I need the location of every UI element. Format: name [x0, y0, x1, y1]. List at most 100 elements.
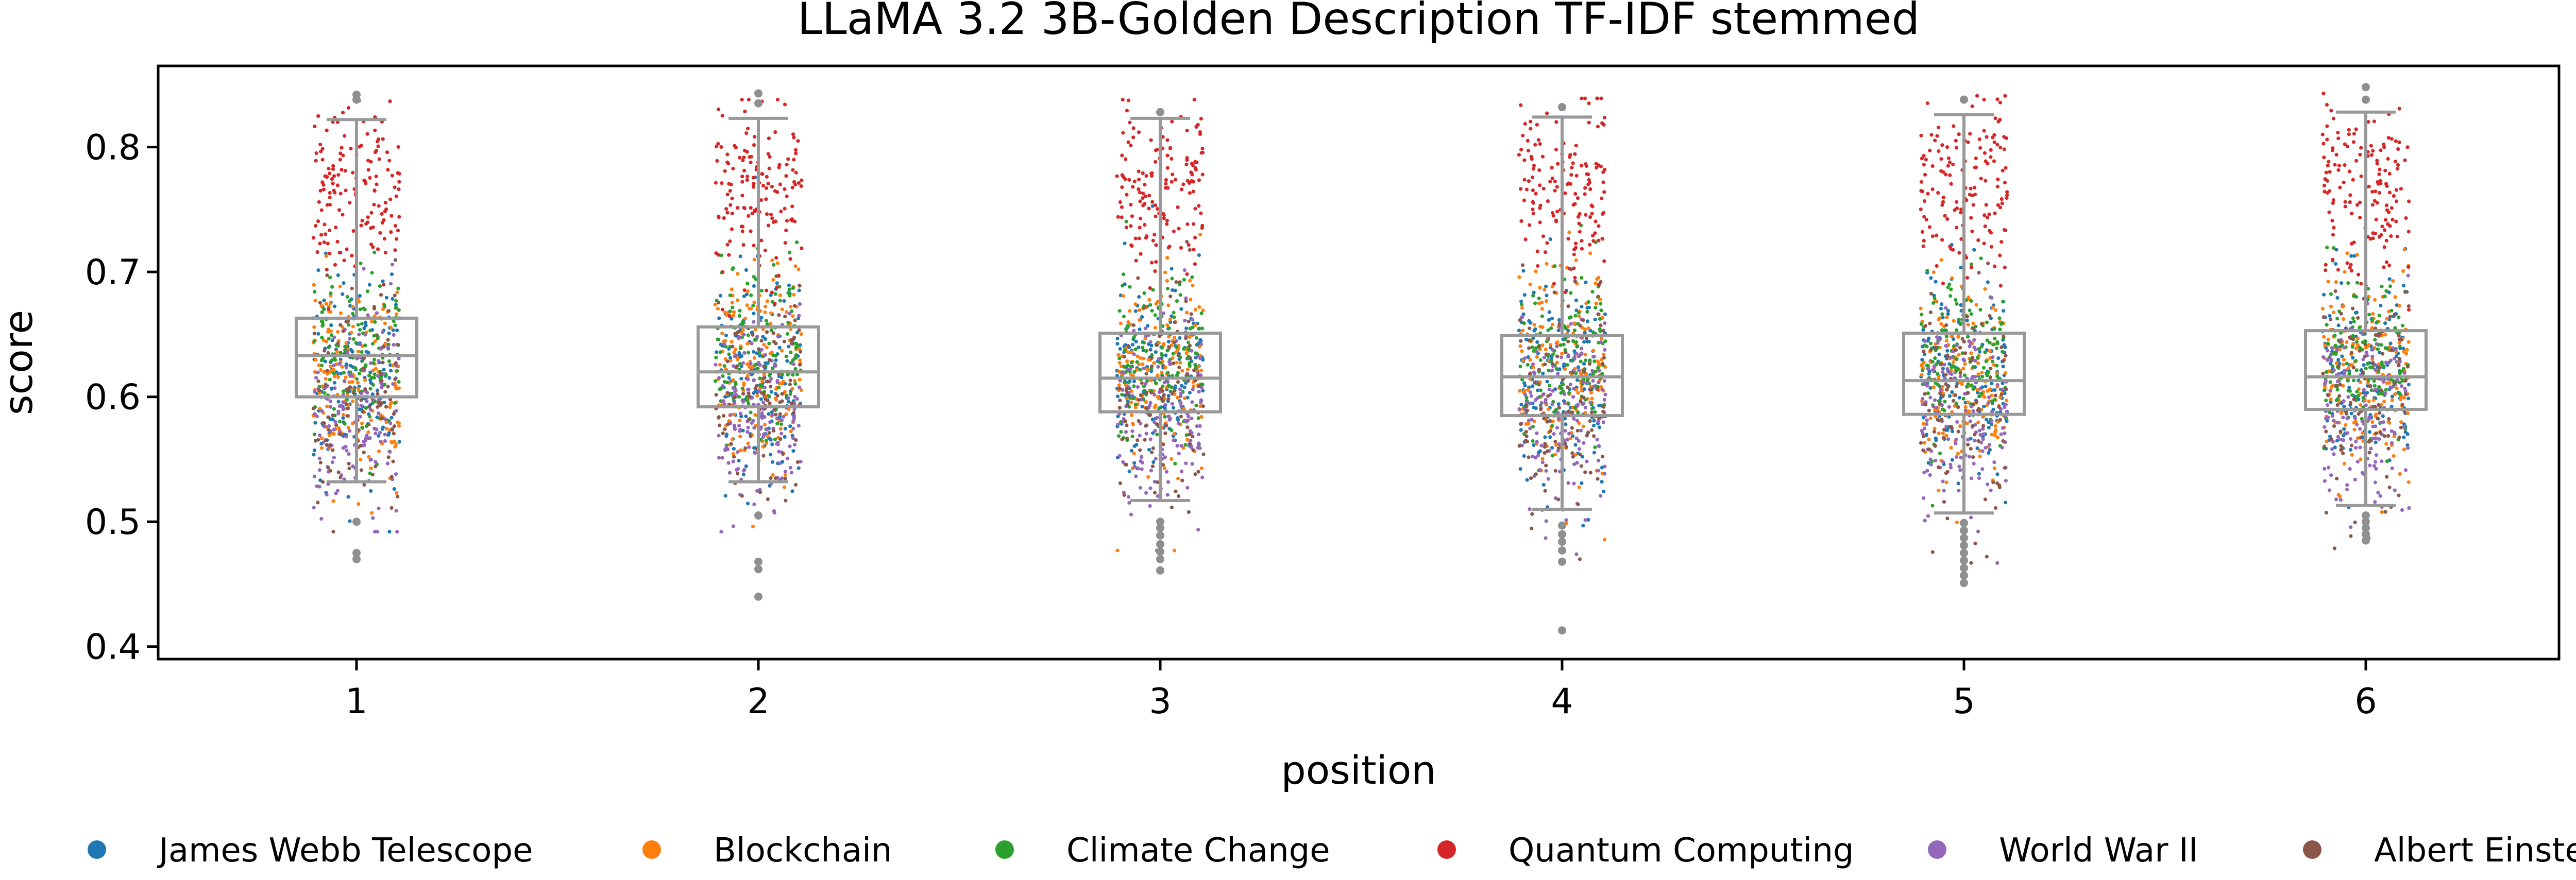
strip-point: [737, 314, 741, 318]
strip-point: [356, 323, 360, 327]
strip-point: [1571, 434, 1575, 438]
strip-point: [1181, 182, 1185, 186]
strip-point: [2359, 174, 2363, 178]
strip-point: [1540, 460, 1545, 464]
strip-point: [1191, 325, 1195, 330]
strip-point: [2326, 341, 2330, 346]
strip-point: [799, 332, 803, 336]
strip-point: [2005, 190, 2009, 194]
strip-point: [328, 251, 332, 255]
strip-point: [1128, 285, 1132, 289]
strip-point: [348, 519, 352, 523]
strip-point: [1992, 159, 1996, 163]
strip-point: [329, 387, 334, 391]
strip-point: [1921, 396, 1925, 401]
strip-point: [1201, 404, 1205, 408]
strip-point: [1522, 389, 1527, 393]
strip-point: [380, 379, 384, 383]
strip-point: [773, 130, 777, 134]
strip-point: [2336, 323, 2341, 327]
strip-point: [1544, 284, 1548, 288]
strip-point: [1533, 398, 1537, 402]
strip-point: [338, 311, 343, 315]
strip-point: [737, 351, 741, 355]
strip-point: [1974, 303, 1978, 307]
strip-point: [1553, 440, 1557, 444]
strip-point: [758, 490, 762, 494]
strip-point: [2384, 289, 2388, 293]
strip-point: [1553, 408, 1557, 412]
strip-point: [320, 384, 325, 389]
strip-point: [2355, 281, 2359, 285]
strip-point: [733, 389, 737, 393]
strip-point: [1969, 359, 1973, 363]
strip-point: [1153, 269, 1157, 273]
strip-point: [1136, 354, 1140, 358]
strip-point: [766, 434, 770, 438]
strip-point: [720, 456, 724, 460]
strip-point: [355, 356, 359, 361]
strip-point: [717, 434, 721, 438]
strip-point: [313, 421, 317, 425]
strip-point: [1526, 355, 1530, 359]
strip-point: [1919, 207, 1923, 212]
strip-point: [366, 436, 370, 440]
strip-point: [1992, 466, 1997, 471]
strip-point: [733, 332, 737, 336]
strip-point: [2375, 201, 2379, 205]
strip-point: [328, 195, 332, 200]
strip-point: [1117, 356, 1122, 360]
strip-point: [1530, 512, 1534, 516]
strip-point: [389, 400, 394, 405]
strip-point: [1944, 339, 1948, 343]
strip-point: [328, 191, 332, 195]
strip-point: [1188, 364, 1192, 368]
strip-point: [2355, 253, 2359, 257]
strip-point: [360, 391, 364, 395]
strip-point: [1176, 371, 1180, 375]
strip-point: [387, 376, 392, 380]
strip-point: [791, 436, 795, 440]
strip-point: [751, 333, 755, 337]
strip-point: [1982, 151, 1987, 155]
strip-point: [2401, 284, 2405, 288]
strip-point: [1954, 298, 1958, 302]
strip-point: [1574, 453, 1578, 457]
strip-point: [769, 311, 773, 315]
strip-point: [1938, 451, 1942, 456]
strip-point: [1541, 371, 1545, 375]
strip-point: [2334, 280, 2338, 284]
strip-point: [2382, 400, 2386, 404]
strip-point: [1184, 299, 1188, 303]
strip-point: [767, 358, 771, 362]
strip-point: [2342, 317, 2346, 321]
strip-point: [726, 461, 731, 465]
strip-point: [347, 372, 351, 376]
strip-point: [1975, 388, 1979, 392]
strip-point: [1142, 306, 1146, 310]
strip-point: [1551, 211, 1555, 215]
strip-point: [1968, 308, 1972, 313]
strip-point: [1528, 390, 1532, 394]
strip-point: [728, 309, 732, 314]
strip-point: [752, 244, 756, 248]
strip-point: [798, 347, 802, 351]
strip-point: [1164, 353, 1168, 357]
strip-point: [345, 247, 349, 251]
strip-point: [1530, 157, 1534, 161]
strip-point: [1184, 433, 1189, 437]
strip-point: [1545, 339, 1549, 343]
strip-point: [1577, 485, 1581, 490]
strip-point: [1973, 541, 1977, 545]
strip-point: [320, 409, 324, 413]
strip-point: [386, 433, 391, 437]
strip-point: [2347, 132, 2351, 136]
strip-point: [1568, 436, 1572, 441]
strip-point: [338, 192, 343, 196]
strip-point: [1958, 424, 1962, 428]
strip-point: [2399, 420, 2403, 424]
strip-point: [338, 351, 343, 355]
strip-point: [390, 263, 394, 267]
strip-point: [1140, 467, 1144, 471]
strip-point: [1963, 405, 1968, 409]
